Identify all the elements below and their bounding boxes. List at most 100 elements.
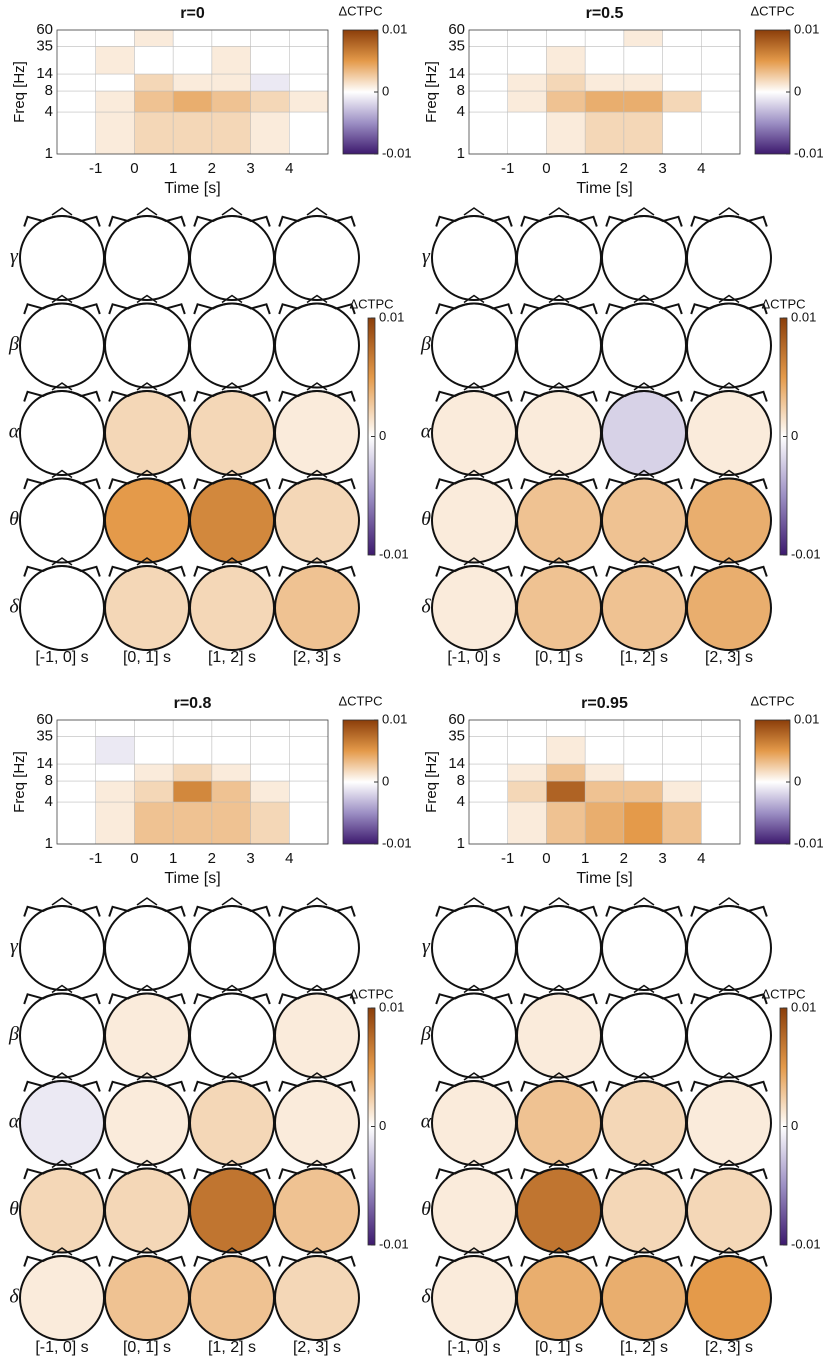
heatmap-cell [211,764,251,782]
head-outline [23,390,101,402]
heatmap-cell [701,781,740,803]
window-label: [-1, 0] s [35,1339,88,1356]
topomap [189,992,275,1079]
heatmap-cell [469,30,508,47]
topomap [189,905,275,991]
nose [718,1159,740,1169]
x-tick-label: 3 [658,850,666,867]
colorbar-tick-label: 0.01 [379,999,404,1014]
x-axis-label: Time [s] [164,180,220,197]
topomap [431,905,517,991]
nose [306,897,328,906]
topomap [19,1255,105,1341]
heatmap-cell [546,736,586,765]
nose [463,469,485,479]
x-tick-label: 4 [697,160,705,177]
y-tick-label: 60 [448,711,465,728]
band-label: α [9,1111,20,1133]
y-axis-label: Freq [Hz] [423,751,440,813]
head-outline [23,1167,101,1180]
topomap [104,992,190,1079]
band-label: α [421,1111,432,1133]
window-label: [2, 3] s [705,649,753,666]
heatmap-cell [585,91,624,113]
heatmap-cell [546,112,586,154]
band-label: θ [9,1198,19,1220]
window-label: [-1, 0] s [447,1339,500,1356]
nose [306,207,328,216]
topomap [19,992,105,1079]
nose [221,469,243,479]
heatmap-cell [95,30,135,47]
y-tick-label: 4 [45,103,53,120]
x-axis-label: Time [s] [576,180,632,197]
heatmap-cell [507,46,547,75]
x-tick-label: 1 [581,160,589,177]
y-tick-label: 4 [457,793,465,810]
nose [633,469,655,479]
nose [463,1072,485,1081]
nose [221,294,243,304]
band-label: δ [421,1286,431,1308]
topomap [516,1167,602,1254]
plot-frame [468,29,741,155]
heatmap-cell [662,736,702,765]
heatmap-cell [173,802,212,844]
heatmap-cell [211,91,251,113]
head-outline [23,905,101,917]
colorbar-label: ΔCTPC [338,3,382,18]
heatmap-cell [546,781,586,803]
heatmap-cell [469,764,508,782]
head-outline [520,992,598,1005]
head-outline [605,992,683,1005]
colorbar-tick-label: -0.01 [791,546,821,561]
band-label: β [420,1023,431,1045]
band-label: δ [9,1286,19,1308]
topomap [104,1255,190,1341]
head-outline [278,1255,356,1267]
nose [548,984,570,994]
head-outline [520,1255,598,1267]
x-tick-label: 1 [169,850,177,867]
topomap [601,905,687,991]
head-outline [605,215,683,227]
colorbar-tick-label: -0.01 [794,145,824,160]
heatmap-cell [250,802,290,844]
topomap [274,477,360,564]
heatmap-cell [134,802,174,844]
nose [548,294,570,304]
heatmap-cell [173,46,212,75]
window-label: [0, 1] s [123,649,171,666]
head-outline [108,992,186,1005]
head-outline [435,565,513,577]
head-outline [520,905,598,917]
heatmap-cell [507,764,547,782]
nose [136,1247,158,1256]
topomap [601,390,687,476]
heatmap-cell [250,46,290,75]
heatmap-cell [289,46,328,75]
colorbar-tick-label: 0.01 [794,21,819,36]
head-outline [23,302,101,315]
heatmap-cell [211,46,251,75]
window-label: [1, 2] s [208,1339,256,1356]
heatmap-cell [57,764,96,782]
head-outline [690,1167,768,1180]
nose [136,207,158,216]
y-tick-label: 35 [36,37,53,54]
colorbar-tick-label: 0 [382,773,389,788]
heatmap-cell [250,781,290,803]
heatmap-cell [95,91,135,113]
heatmap-cell [546,46,586,75]
heatmap-cell [662,46,702,75]
heatmap-cell [57,46,96,75]
topomap [104,390,190,476]
heatmap-cell [585,802,624,844]
nose [51,897,73,906]
heatmap-cell [289,781,328,803]
heatmap-cell [469,720,508,737]
nose [633,897,655,906]
heatmap-cell [173,736,212,765]
chart-title: r=0.5 [586,5,624,22]
